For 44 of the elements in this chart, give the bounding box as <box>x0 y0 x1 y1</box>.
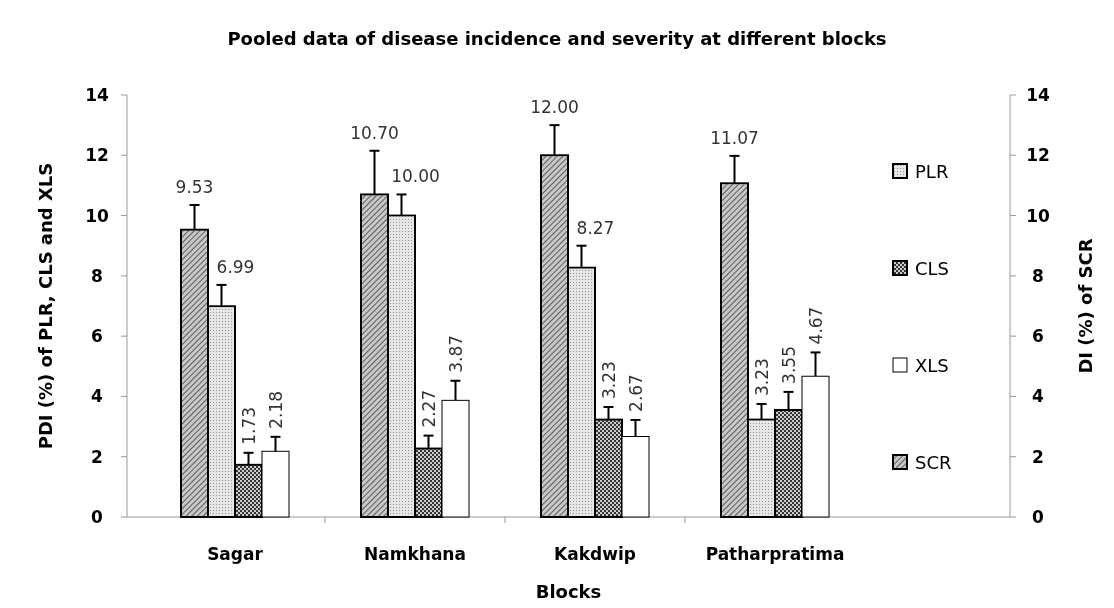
y-tick-label: 14 <box>85 85 109 105</box>
legend-label: XLS <box>915 355 949 376</box>
data-label: 2.27 <box>418 389 439 428</box>
y2-axis-title: DI (%) of SCR <box>1075 238 1096 374</box>
data-label: 6.99 <box>216 256 255 277</box>
y-tick-label: 2 <box>91 446 103 467</box>
legend-label: PLR <box>915 161 949 182</box>
y2-tick-label: 12 <box>1026 145 1050 166</box>
legend-label: SCR <box>915 452 952 473</box>
data-label: 3.87 <box>445 334 466 373</box>
data-label: 10.70 <box>350 122 399 143</box>
legend-label: CLS <box>915 258 950 279</box>
data-label: 1.73 <box>238 406 259 445</box>
data-label: 2.18 <box>265 390 286 429</box>
x-tick-label: Kakdwip <box>554 544 636 564</box>
y-tick-label: 0 <box>91 507 104 527</box>
data-label: 3.55 <box>778 346 799 384</box>
y-axis-title: PDI (%) of PLR, CLS and XLS <box>35 162 56 450</box>
x-tick-label: Patharpratima <box>705 544 845 564</box>
y-tick-label: 12 <box>85 145 109 166</box>
y-tick-label: 6 <box>91 326 103 347</box>
data-label: 4.67 <box>805 306 826 345</box>
y-tick-label: 4 <box>91 386 104 407</box>
data-label: 11.07 <box>710 127 759 148</box>
data-label: 12.00 <box>530 97 579 118</box>
y2-tick-label: 2 <box>1032 446 1044 467</box>
y-tick-label: 8 <box>91 265 103 286</box>
data-label: 3.23 <box>598 361 619 399</box>
x-tick-label: Namkhana <box>364 544 466 564</box>
chart-title: Pooled data of disease incidence and severity at different blocks <box>227 28 887 49</box>
y2-tick-label: 8 <box>1032 265 1044 286</box>
data-label: 9.53 <box>175 177 214 198</box>
y2-tick-label: 10 <box>1026 205 1050 226</box>
y2-tick-label: 6 <box>1032 326 1044 347</box>
data-label: 3.23 <box>751 358 772 396</box>
y-tick-label: 10 <box>85 205 109 226</box>
data-label: 10.00 <box>391 166 440 187</box>
data-label: 8.27 <box>576 217 615 238</box>
data-label: 2.67 <box>625 374 646 412</box>
x-tick-label: Sagar <box>207 544 264 564</box>
y2-tick-label: 0 <box>1032 507 1045 527</box>
x-axis-title: Blocks <box>535 581 602 602</box>
y2-tick-label: 14 <box>1026 85 1050 105</box>
y2-tick-label: 4 <box>1032 386 1045 407</box>
